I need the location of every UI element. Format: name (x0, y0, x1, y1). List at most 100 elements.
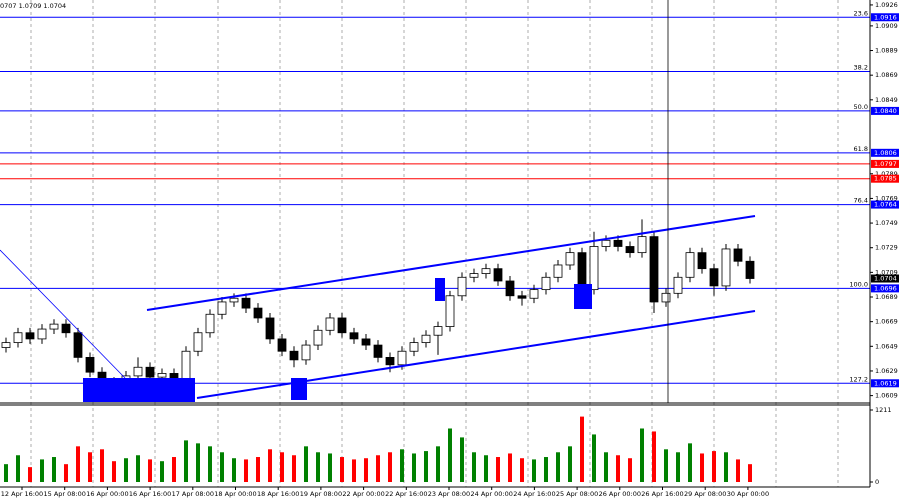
volume-bar (4, 464, 8, 482)
volume-bar (364, 458, 368, 482)
volume-bar (460, 437, 464, 482)
candle-body (229, 297, 239, 303)
volume-bar (388, 452, 392, 482)
candle-body (517, 295, 527, 299)
candle-body (733, 248, 743, 262)
volume-bar (616, 455, 620, 482)
candle-body (265, 317, 275, 340)
x-tick-label: 16 Apr 00:00 (86, 490, 128, 498)
fib-label: 61.8 (854, 145, 868, 153)
volume-bar (652, 431, 656, 482)
volume-tick-label: 0 (875, 478, 879, 486)
candle-body (565, 252, 575, 266)
volume-bar (76, 446, 80, 482)
y-tick-label: 1.0889 (875, 47, 898, 55)
candle-body (589, 246, 599, 291)
volume-bar (436, 446, 440, 482)
candle-body (709, 268, 719, 287)
candle-body (145, 366, 155, 378)
candle-body (541, 276, 551, 291)
volume-bar (268, 449, 272, 482)
y-tick-label: 1.0629 (875, 367, 898, 375)
candle-body (469, 273, 479, 278)
price-box (871, 148, 899, 157)
volume-bar (412, 453, 416, 482)
volume-bar (736, 459, 740, 482)
volume-panel (4, 416, 752, 482)
y-tick-label: 1.0789 (875, 170, 898, 178)
price-box-label: 1.0806 (874, 149, 897, 157)
volume-bar (328, 453, 332, 482)
current-price-label: 1.0704 (874, 275, 897, 283)
candle-body (637, 236, 647, 254)
candle-body (529, 289, 539, 299)
fib-label: 100.0 (849, 280, 868, 288)
volume-bar (352, 459, 356, 482)
y-tick-label: 1.0609 (875, 392, 898, 400)
highlight-box (83, 378, 195, 402)
volume-bar (604, 452, 608, 482)
candle-body (37, 328, 47, 340)
volume-bar (160, 461, 164, 482)
candle-body (601, 239, 611, 247)
price-box (871, 13, 899, 22)
candle-body (73, 332, 83, 358)
volume-bar (376, 455, 380, 482)
candle-body (193, 332, 203, 352)
fib-label: 50.0 (854, 103, 868, 111)
volume-bar (88, 452, 92, 482)
volume-bar (544, 457, 548, 482)
volume-bar (508, 453, 512, 482)
volume-bar (28, 467, 32, 482)
fib-label: 23.6 (854, 9, 868, 17)
volume-bar (400, 449, 404, 482)
volume-bar (112, 461, 116, 482)
candle-body (349, 332, 359, 340)
header-text: 0707 1.0709 1.0704 (0, 2, 66, 10)
fib-label: 38.2 (854, 63, 868, 71)
volume-bar (148, 459, 152, 482)
candle-body (397, 350, 407, 366)
y-tick-label: 1.0769 (875, 194, 898, 202)
volume-bar (724, 452, 728, 482)
price-box-label: 1.0696 (874, 284, 897, 292)
candle-body (253, 307, 263, 319)
candle-body (613, 239, 623, 247)
y-tick-label: 1.0729 (875, 244, 898, 252)
volume-bar (256, 457, 260, 482)
price-box-label: 1.0797 (874, 160, 897, 168)
candle-body (361, 338, 371, 346)
y-tick-label: 1.0926 (875, 1, 898, 9)
channel-lower (196, 310, 756, 399)
volume-bar (124, 458, 128, 482)
candle-body (697, 252, 707, 270)
volume-bar (100, 449, 104, 482)
highlight-box (574, 284, 592, 309)
candle-body (217, 301, 227, 315)
volume-bar (688, 443, 692, 482)
price-box-label: 1.0840 (874, 107, 897, 115)
candle-body (433, 326, 443, 336)
volume-bar (496, 457, 500, 482)
x-tick-label: 23 Apr 08:00 (428, 490, 470, 498)
volume-bar (640, 428, 644, 482)
x-tick-label: 24 Apr 00:00 (471, 490, 513, 498)
y-tick-label: 1.0669 (875, 318, 898, 326)
price-box-label: 1.0619 (874, 379, 897, 387)
candle-body (457, 276, 467, 297)
volume-bar (628, 458, 632, 482)
volume-bar (556, 452, 560, 482)
candle-body (553, 264, 563, 278)
x-tick-label: 26 Apr 16:00 (641, 490, 683, 498)
volume-bar (232, 458, 236, 482)
volume-bar (208, 446, 212, 482)
volume-bar (532, 459, 536, 482)
volume-bar (700, 453, 704, 482)
volume-bar (280, 452, 284, 482)
candle-body (157, 373, 167, 378)
trend-line (0, 249, 126, 379)
candle-body (745, 260, 755, 279)
x-tick-label: 22 Apr 16:00 (385, 490, 427, 498)
